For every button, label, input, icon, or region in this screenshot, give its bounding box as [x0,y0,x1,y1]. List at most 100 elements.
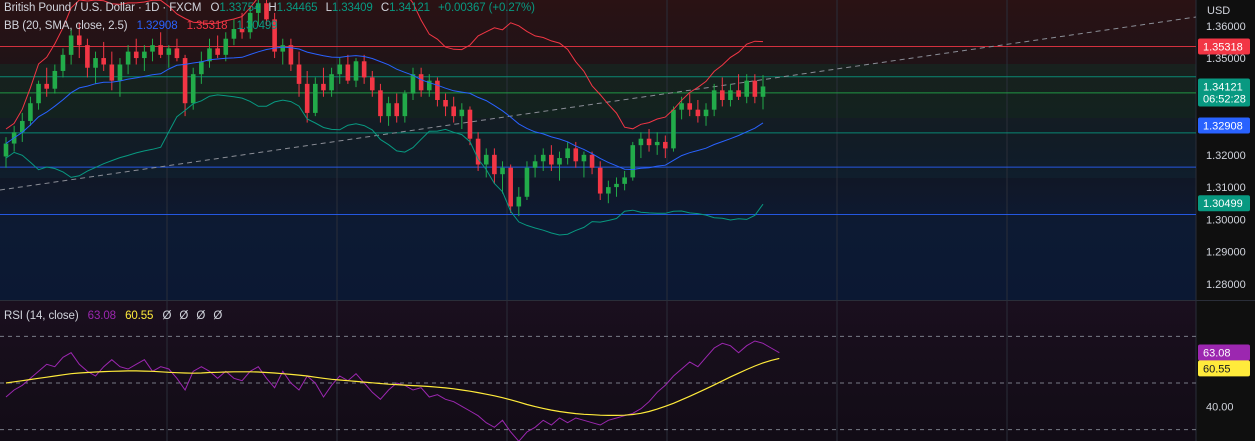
bb-lower-line [5,94,764,236]
candle-body [369,77,375,91]
candle-body [142,51,147,59]
price-pane-background [0,0,1196,300]
candle-body [402,93,408,117]
candle-body [711,90,717,110]
candle-body [443,100,448,107]
rsi-ma-legend-value: 60.55 [125,310,154,322]
candle-body [744,80,750,97]
open-value: 1.33754 [219,2,261,14]
candle-body [386,103,391,117]
candle-body [288,45,294,65]
candle-body [207,48,212,62]
candle-body [581,154,587,162]
candle-body [28,103,33,121]
candle-body [337,64,343,75]
rsi-badge-bg [1198,344,1250,361]
candle-body [573,148,579,162]
candle-body [524,167,530,197]
bb-upper-line [5,0,764,130]
candle-body [435,80,440,100]
rsi-ma-badge-bg [1198,360,1250,377]
candle-body [329,74,334,91]
green-zone [0,64,1196,118]
candle-body [508,167,513,207]
candle-body [158,45,163,55]
candle-body [36,83,41,104]
candle-body [52,70,58,89]
high-value: 1.34465 [276,2,318,14]
candle-body [557,158,562,165]
rsi-legend-label: RSI (14, close) [4,310,79,322]
candle-body [182,58,188,104]
price-tick-label: 1.32000 [1206,150,1246,162]
candle-body [272,19,277,52]
candle-body [68,35,74,55]
rsi-ma-line [5,357,780,416]
candle-body [638,138,644,146]
candle-body [760,86,766,97]
candle-body [418,74,424,91]
candle-body [199,61,204,75]
currency-label[interactable]: USD [1207,5,1231,17]
rsi-extra-1: Ø [162,310,172,322]
rsi-legend-value: 63.08 [87,310,116,322]
candle-body [622,177,627,184]
candle-body [85,45,90,68]
symbol-title: British Pound / U.S. Dollar · 1D · FXCM [4,2,202,14]
symbol-header: British Pound / U.S. Dollar · 1D · FXCM … [4,2,535,14]
candle-body [654,141,660,146]
candle-body [687,103,693,110]
candle-body [500,167,505,175]
low-label: L [325,2,332,14]
candle-body [646,138,652,146]
candle-body [345,64,351,81]
high-label: H [268,2,277,14]
candle-body [264,3,269,20]
candle-body [589,154,595,168]
rsi-ma-badge-value: 60.55 [1203,363,1231,375]
close-label: C [380,2,390,14]
candle-body [679,103,684,110]
candle-body [166,48,172,55]
lower-band-badge-bg [1198,195,1250,212]
rsi-line [5,340,780,441]
price-tick-label: 1.28000 [1206,279,1246,291]
rsi-badge-value: 63.08 [1203,347,1231,359]
candle-body [459,109,465,117]
candle-body [60,54,66,71]
close-value: 1.34121 [389,2,430,14]
change-value: +0.00367 (+0.27%) [438,2,535,14]
candle-body [313,83,318,113]
upper-band-badge-value: 1.35318 [1203,41,1243,53]
candle-body [239,29,245,33]
candle-body [223,38,229,55]
candle-body [695,109,701,117]
price-badge-value: 1.34121 [1203,81,1243,93]
candle-body [378,90,383,117]
price-badge-countdown: 06:52:28 [1203,93,1246,105]
candle-body [361,61,367,78]
candle-body [467,109,473,139]
candle-body [353,61,359,81]
rsi-legend[interactable]: RSI (14, close) 63.08 60.55 Ø Ø Ø Ø [4,310,222,322]
candle-body [606,187,611,194]
rsi-extra-2: Ø [179,310,189,322]
candle-body [150,45,155,52]
bb-legend[interactable]: BB (20, SMA, close, 2.5) 1.32908 1.35318… [4,20,278,32]
candle-body [565,148,570,159]
candle-body [117,64,123,81]
candle-body [247,12,253,33]
price-tick-label: 1.31000 [1206,182,1246,194]
candle-body [663,141,668,149]
price-badge-bg [1198,78,1250,107]
candle-body [76,35,82,46]
lower-band-badge-value: 1.30499 [1203,198,1243,210]
candle-body [125,51,131,65]
candle-body [3,143,9,157]
candle-body [728,90,733,100]
price-tick-label: 1.30000 [1206,214,1246,226]
upper-band-badge-bg [1198,38,1250,55]
candle-body [19,120,25,133]
candle-body [703,109,709,117]
